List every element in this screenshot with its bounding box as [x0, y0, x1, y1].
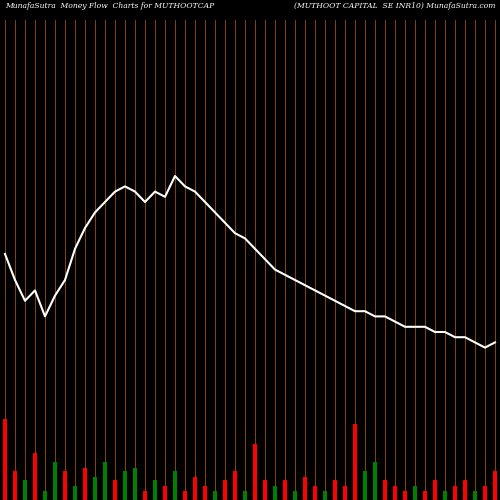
Bar [123, 471, 127, 500]
Bar [373, 462, 378, 500]
Bar [193, 476, 197, 500]
Bar [343, 486, 347, 500]
Bar [3, 419, 7, 500]
Bar [423, 491, 427, 500]
Bar [403, 491, 407, 500]
Bar [383, 480, 387, 500]
Bar [153, 480, 157, 500]
Bar [213, 491, 217, 500]
Bar [483, 486, 487, 500]
Bar [313, 486, 318, 500]
Bar [293, 491, 297, 500]
Bar [203, 486, 207, 500]
Bar [253, 444, 257, 500]
Bar [363, 471, 367, 500]
Text: MunafaSutra  Money Flow  Charts for MUTHOOTCAP: MunafaSutra Money Flow Charts for MUTHOO… [5, 2, 214, 10]
Bar [473, 491, 477, 500]
Bar [273, 486, 277, 500]
Bar [303, 476, 307, 500]
Bar [113, 480, 117, 500]
Bar [463, 480, 467, 500]
Bar [163, 486, 167, 500]
Bar [173, 471, 177, 500]
Bar [433, 480, 437, 500]
Bar [393, 486, 397, 500]
Bar [263, 480, 267, 500]
Bar [73, 486, 77, 500]
Bar [43, 491, 47, 500]
Bar [33, 453, 37, 500]
Bar [63, 471, 67, 500]
Bar [13, 471, 17, 500]
Bar [233, 471, 237, 500]
Bar [243, 491, 247, 500]
Bar [493, 471, 497, 500]
Bar [413, 486, 417, 500]
Bar [353, 424, 357, 500]
Bar [223, 480, 227, 500]
Bar [333, 480, 337, 500]
Bar [283, 480, 287, 500]
Bar [133, 468, 137, 500]
Bar [453, 486, 457, 500]
Bar [323, 491, 327, 500]
Bar [103, 462, 107, 500]
Bar [443, 491, 448, 500]
Text: (MUTHOOT CAPITAL  SE INR10) MunafaSutra.com: (MUTHOOT CAPITAL SE INR10) MunafaSutra.c… [294, 2, 495, 10]
Bar [83, 468, 87, 500]
Bar [23, 480, 27, 500]
Bar [53, 462, 57, 500]
Bar [143, 491, 147, 500]
Bar [93, 476, 97, 500]
Bar [183, 491, 187, 500]
